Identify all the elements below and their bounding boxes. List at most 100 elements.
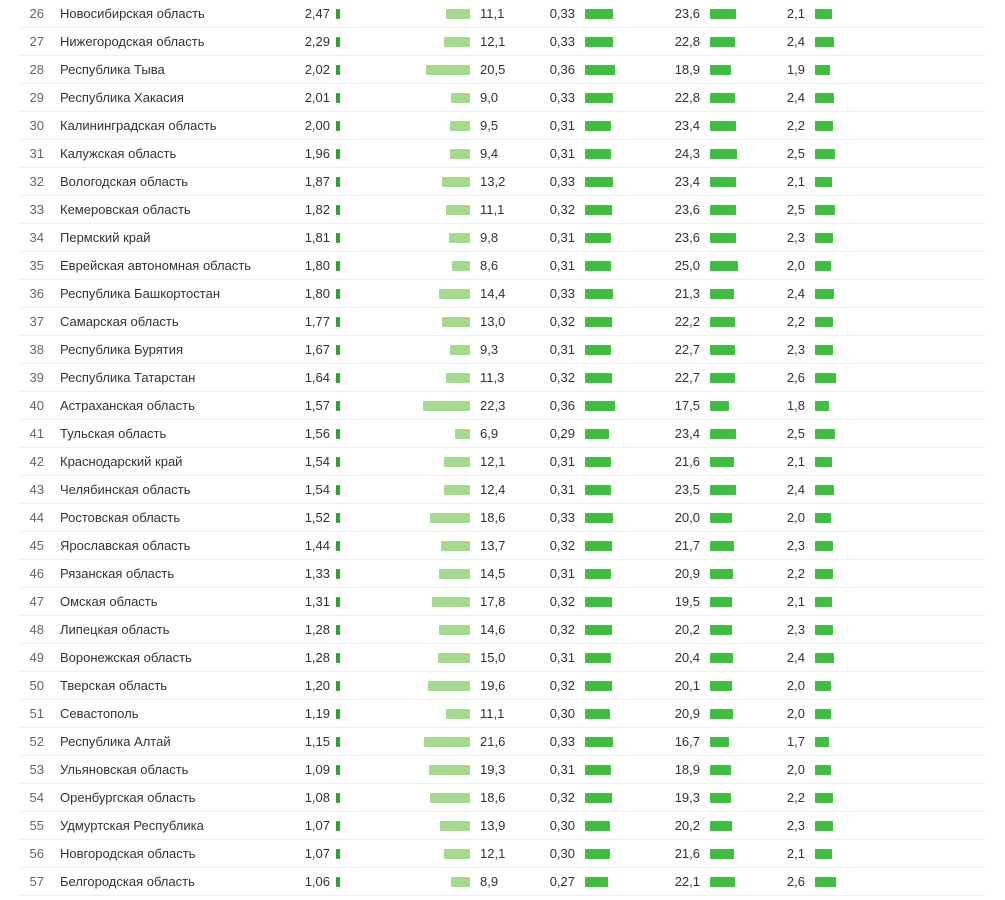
bar1-tip xyxy=(336,793,340,803)
bar3-cell xyxy=(575,9,655,19)
bar3 xyxy=(585,849,610,859)
value5-cell: 2,3 xyxy=(770,538,805,553)
region-cell: Нижегородская область xyxy=(50,34,290,49)
bar5 xyxy=(815,765,831,775)
region-cell: Республика Тыва xyxy=(50,62,290,77)
value5-cell: 2,2 xyxy=(770,314,805,329)
rank-cell: 51 xyxy=(20,706,50,721)
bar3 xyxy=(585,765,611,775)
rank-cell: 42 xyxy=(20,454,50,469)
region-cell: Новгородская область xyxy=(50,846,290,861)
bar4 xyxy=(710,233,736,243)
bar1-cell xyxy=(330,289,470,299)
bar1-cell xyxy=(330,849,470,859)
bar3-cell xyxy=(575,821,655,831)
bar1-cell xyxy=(330,513,470,523)
bar5-cell xyxy=(805,261,860,271)
bar4-cell xyxy=(700,485,770,495)
bar3 xyxy=(585,709,610,719)
table-row: 41Тульская область1,566,90,2923,42,5 xyxy=(20,420,985,448)
bar3-cell xyxy=(575,681,655,691)
value5-cell: 1,7 xyxy=(770,734,805,749)
value4-cell: 20,1 xyxy=(655,678,700,693)
value3-cell: 0,32 xyxy=(515,790,575,805)
value5-cell: 2,3 xyxy=(770,818,805,833)
bar5 xyxy=(815,177,832,187)
value1-cell: 1,28 xyxy=(290,622,330,637)
value4-cell: 20,9 xyxy=(655,566,700,581)
bar1-main xyxy=(451,93,470,103)
bar1-cell xyxy=(330,261,470,271)
rank-cell: 31 xyxy=(20,146,50,161)
bar1-cell xyxy=(330,877,470,887)
bar4 xyxy=(710,177,736,187)
rank-cell: 48 xyxy=(20,622,50,637)
bar1-tip xyxy=(336,149,340,159)
bar1-cell xyxy=(330,429,470,439)
bar5 xyxy=(815,849,832,859)
rank-cell: 30 xyxy=(20,118,50,133)
bar5 xyxy=(815,317,833,327)
value3-cell: 0,33 xyxy=(515,34,575,49)
bar5-cell xyxy=(805,177,860,187)
bar3 xyxy=(585,9,613,19)
value1-cell: 1,07 xyxy=(290,846,330,861)
value1-cell: 1,33 xyxy=(290,566,330,581)
value3-cell: 0,31 xyxy=(515,342,575,357)
bar1-cell xyxy=(330,345,470,355)
bar1-main xyxy=(439,289,470,299)
value1-cell: 1,20 xyxy=(290,678,330,693)
bar4-cell xyxy=(700,681,770,691)
bar1-main xyxy=(441,541,470,551)
value2-cell: 14,5 xyxy=(470,566,515,581)
bar1-main xyxy=(440,821,470,831)
bar4-cell xyxy=(700,177,770,187)
bar3-cell xyxy=(575,289,655,299)
bar3-cell xyxy=(575,205,655,215)
rank-cell: 35 xyxy=(20,258,50,273)
region-cell: Ярославская область xyxy=(50,538,290,553)
value4-cell: 22,2 xyxy=(655,314,700,329)
bar5-cell xyxy=(805,93,860,103)
region-cell: Республика Татарстан xyxy=(50,370,290,385)
region-cell: Севастополь xyxy=(50,706,290,721)
value3-cell: 0,31 xyxy=(515,146,575,161)
bar1-main xyxy=(446,205,470,215)
bar3-cell xyxy=(575,401,655,411)
table-row: 57Белгородская область1,068,90,2722,12,6 xyxy=(20,868,985,896)
bar1-cell xyxy=(330,233,470,243)
value5-cell: 2,2 xyxy=(770,118,805,133)
bar1-tip xyxy=(336,765,340,775)
bar5 xyxy=(815,653,834,663)
value1-cell: 1,57 xyxy=(290,398,330,413)
bar3-cell xyxy=(575,93,655,103)
bar4 xyxy=(710,485,736,495)
value3-cell: 0,33 xyxy=(515,6,575,21)
bar1-tip xyxy=(336,513,340,523)
bar5-cell xyxy=(805,65,860,75)
bar4-cell xyxy=(700,65,770,75)
bar3 xyxy=(585,569,611,579)
bar1-main xyxy=(430,513,470,523)
bar3-cell xyxy=(575,793,655,803)
bar5 xyxy=(815,485,834,495)
bar5 xyxy=(815,345,833,355)
bar4 xyxy=(710,849,734,859)
value5-cell: 2,0 xyxy=(770,678,805,693)
table-row: 49Воронежская область1,2815,00,3120,42,4 xyxy=(20,644,985,672)
bar3-cell xyxy=(575,345,655,355)
bar5-cell xyxy=(805,345,860,355)
value4-cell: 18,9 xyxy=(655,762,700,777)
region-cell: Ульяновская область xyxy=(50,762,290,777)
value2-cell: 11,1 xyxy=(470,6,515,21)
value2-cell: 11,1 xyxy=(470,202,515,217)
bar5 xyxy=(815,513,831,523)
bar5-cell xyxy=(805,653,860,663)
value1-cell: 1,80 xyxy=(290,286,330,301)
bar1-main xyxy=(451,877,470,887)
bar3-cell xyxy=(575,737,655,747)
value1-cell: 2,00 xyxy=(290,118,330,133)
bar4 xyxy=(710,317,735,327)
table-row: 56Новгородская область1,0712,10,3021,62,… xyxy=(20,840,985,868)
bar3 xyxy=(585,93,613,103)
